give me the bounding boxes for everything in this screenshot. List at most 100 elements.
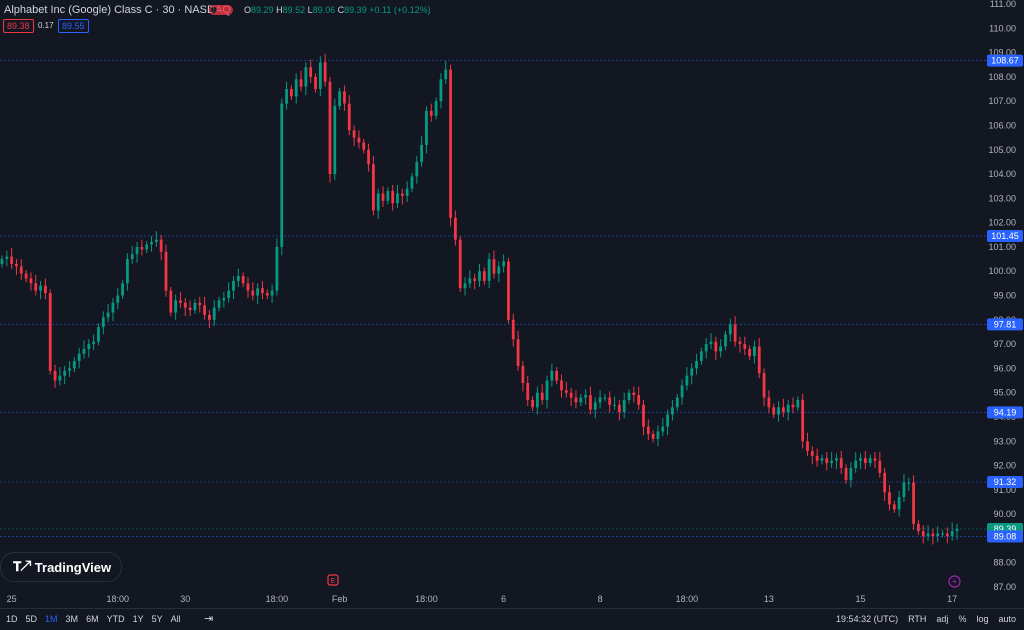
candle-body [555,370,559,381]
candle-body [651,433,655,439]
candle-body [714,341,718,352]
open-value: 89.29 [251,5,274,15]
candle-body [680,385,684,398]
candle-body [357,137,361,143]
range-5y[interactable]: 5Y [151,614,163,624]
candle-body [130,254,134,260]
candle-body [164,251,168,291]
visibility-toggle[interactable] [209,5,233,15]
y-tick-label: 91.00 [993,485,1016,495]
candle-body [333,106,337,175]
candle-body [540,392,544,400]
candle-body [314,76,317,90]
dividend-event-icon[interactable] [948,575,961,588]
close-label: C [337,5,345,15]
range-1m[interactable]: 1M [45,614,58,624]
candle-body [516,339,520,366]
price-line-label-bg [987,229,1023,242]
candle-body [217,300,221,308]
y-tick-label: 104.00 [988,169,1016,179]
candle-body [642,404,645,427]
range-5d[interactable]: 5D [25,614,38,624]
candle-body [666,414,670,427]
candle-body [44,285,47,294]
y-tick-label: 92.00 [993,461,1016,471]
tradingview-logo[interactable]: 𝐓↗ TradingView [0,552,122,582]
candle-body [183,302,187,308]
candle-body [699,351,703,362]
candle-body [603,397,607,399]
candle-body [434,101,438,116]
y-tick-label: 107.00 [988,96,1016,106]
candle-body [728,324,732,335]
range-3m[interactable]: 3M [65,614,79,624]
candle-body [791,404,795,408]
candle-body [888,492,891,505]
candle-body [873,458,877,461]
x-tick-label: 8 [598,594,603,604]
clock[interactable]: 19:54:32 (UTC) [836,614,899,624]
candle-body [150,242,153,245]
candle-body [174,300,178,313]
log-toggle[interactable]: log [976,614,989,624]
price-line-label: 101.45 [991,231,1019,241]
candle-body [188,307,192,311]
candle-body [126,259,129,284]
adj-toggle[interactable]: adj [936,614,949,624]
candle-body [815,455,819,461]
candle-body [246,283,250,291]
high-value: 89.52 [282,5,306,15]
candle-body [613,404,616,406]
candle-body [690,368,694,376]
go-to-date-icon[interactable]: ⇥ [204,613,214,625]
symbol-title[interactable]: Alphabet Inc (Google) Class C · 30 · NAS… [4,4,231,16]
session-toggle[interactable]: RTH [908,614,927,624]
auto-toggle[interactable]: auto [998,614,1016,624]
candle-body [574,397,578,403]
candle-body [145,244,149,250]
y-tick-label: 108.00 [988,72,1016,82]
candle-body [709,341,713,345]
candle-body [492,259,496,274]
x-tick-label: 18:00 [676,594,699,604]
candle-body [820,458,824,461]
candle-body [945,533,949,536]
y-tick-label: 102.00 [988,218,1016,228]
candle-body [531,399,534,408]
bid-price[interactable]: 89.38 [3,19,34,33]
candle-body [140,246,144,250]
range-6m[interactable]: 6M [86,614,99,624]
open-label: O [244,5,252,15]
brand-name: TradingView [34,559,112,575]
candle-body [473,278,477,281]
candle-body [198,302,202,306]
candle-body [429,110,433,116]
candle-body [179,300,182,303]
candle-body [343,91,346,104]
y-tick-label: 105.00 [988,145,1016,155]
candle-body [256,288,260,296]
candle-body [39,285,42,291]
percent-toggle[interactable]: % [958,614,967,624]
candle-body [420,144,424,162]
x-tick-label: 18:00 [415,594,438,604]
candle-body [304,67,308,87]
earnings-event-icon[interactable]: E [327,574,339,586]
range-1d[interactable]: 1D [6,614,18,624]
range-ytd[interactable]: YTD [106,614,125,624]
ask-price[interactable]: 89.55 [58,19,89,33]
candle-body [487,259,491,281]
candle-body [569,392,573,398]
range-all[interactable]: All [170,614,181,624]
candle-body [661,426,665,432]
candle-body [410,176,414,189]
price-chart[interactable]: 87.0088.0089.0090.0091.0092.0093.0094.00… [0,0,1024,608]
candle-body [376,193,380,211]
price-line-label-bg [987,54,1023,67]
y-tick-label: 88.00 [993,558,1016,568]
candle-body [849,467,853,481]
candle-body [772,407,776,415]
range-1y[interactable]: 1Y [132,614,144,624]
candle-body [362,142,366,150]
